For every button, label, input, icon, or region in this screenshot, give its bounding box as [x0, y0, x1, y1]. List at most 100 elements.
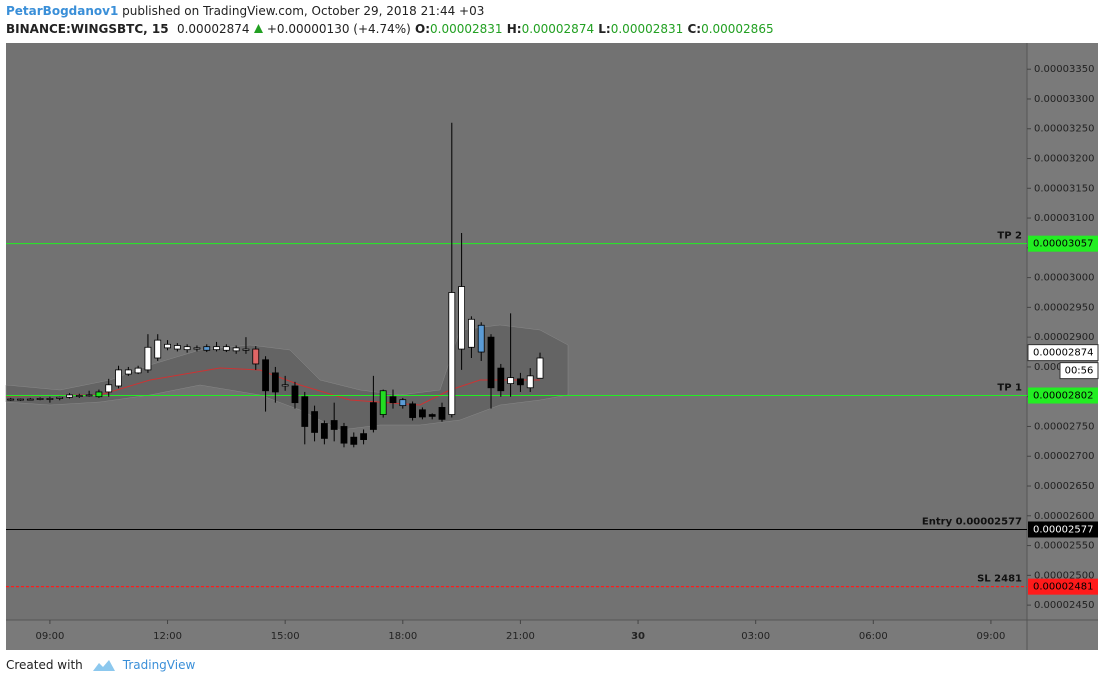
candle-body [232, 347, 240, 352]
y-tick-label: 0.00003350 [1034, 64, 1094, 75]
y-tick-label: 0.00002450 [1034, 600, 1094, 611]
candle-body [36, 398, 44, 400]
candle-body [271, 372, 279, 393]
brand: TradingView [122, 658, 196, 672]
ohlc-label: C: [687, 22, 702, 36]
moving-average [5, 367, 540, 406]
candle-body [487, 336, 495, 389]
up-arrow [253, 24, 263, 33]
candle-body [262, 359, 269, 392]
y-tick-label: 0.00002550 [1034, 541, 1094, 552]
countdown-label: 00:56 [1065, 366, 1094, 377]
candle-body [242, 348, 250, 351]
candle-body [144, 346, 152, 371]
y-tick-label: 0.00002750 [1034, 421, 1094, 432]
candle-body [203, 346, 211, 351]
level-label: SL 2481 [977, 574, 1022, 585]
y-tick-label: 0.00002650 [1034, 481, 1094, 492]
candle-body [477, 324, 485, 353]
candle-body [360, 433, 367, 440]
candle-body [379, 390, 387, 415]
change: +0.00000130 (+4.74%) [266, 22, 411, 36]
candle-body [350, 436, 358, 445]
price-tag-label: 0.00002481 [1033, 582, 1093, 593]
candle-body [252, 348, 260, 365]
y-tick-label: 0.00003300 [1034, 94, 1094, 105]
y-tick-label: 0.00002900 [1034, 332, 1094, 343]
candle-body [213, 346, 220, 351]
candle-body [26, 398, 34, 401]
candle-body [311, 411, 318, 433]
candle-body [409, 403, 416, 418]
x-tick-label: 06:00 [859, 631, 888, 642]
price-tag-label: 0.00002577 [1033, 524, 1093, 535]
ohlc-value: 0.00002874 [521, 22, 595, 36]
candle-body [389, 396, 397, 404]
y-tick-label: 0.00002600 [1034, 511, 1094, 522]
candle-body [418, 409, 426, 418]
candle-body [399, 399, 407, 407]
ohlc-label: O: [415, 22, 430, 36]
candle-body [115, 369, 122, 387]
author: PetarBogdanov1 [6, 4, 119, 18]
candle-body [281, 384, 289, 387]
candle-body [517, 378, 524, 386]
candle-body [95, 391, 103, 398]
candle-body [468, 318, 475, 348]
countdown-tag [1059, 362, 1099, 380]
ohlc: O:0.00002831 H:0.00002874 L:0.00002831 C… [415, 22, 778, 36]
candle-body [507, 377, 515, 385]
created-with: Created with [6, 658, 83, 672]
marks: 0.00002450 0.00002500 0.00002550 0.00002600… [6, 64, 1099, 642]
candle-body [17, 398, 24, 401]
published: published on TradingView.com, October 29… [118, 4, 485, 18]
ohlc-value: 0.00002831 [610, 22, 684, 36]
x-tick-label: 09:00 [977, 631, 1006, 642]
x-tick-label: 12:00 [153, 631, 182, 642]
candle-body [428, 414, 436, 417]
candle-body [46, 398, 54, 400]
logo [92, 660, 115, 671]
candle-body [438, 407, 446, 420]
bollinger-band [5, 324, 569, 431]
x-tick-label: 21:00 [506, 631, 535, 642]
candle-body [458, 286, 466, 350]
candle-body [222, 346, 230, 351]
candle-body [173, 345, 181, 350]
y-tick-label: 0.00002950 [1034, 302, 1094, 313]
candle-body [75, 395, 83, 397]
level-label: TP 2 [997, 231, 1022, 242]
price-tag-label: 0.00003057 [1033, 239, 1093, 250]
candle-body [536, 357, 544, 379]
candle-body [193, 347, 201, 350]
ohlc-label: L: [598, 22, 611, 36]
candle-body [124, 369, 132, 375]
price-tag [1028, 387, 1098, 404]
price-tag [1028, 578, 1098, 595]
time-axis-background [6, 620, 1098, 650]
y-tick-label: 0.00003200 [1034, 154, 1094, 165]
ohlc-value: 0.00002831 [430, 22, 503, 36]
candle-body [56, 396, 64, 399]
candle-body [134, 367, 142, 374]
candle-body [340, 426, 348, 444]
candle-body [448, 292, 456, 415]
x-tick-label: 09:00 [35, 631, 64, 642]
candle-body [105, 384, 113, 393]
ohlc-value: 0.00002865 [701, 22, 774, 36]
x-tick-label: 30 [631, 631, 645, 642]
level-label: TP 1 [997, 383, 1022, 394]
candle-body [154, 339, 162, 359]
price-tag [1028, 521, 1098, 538]
candle-body [183, 346, 191, 351]
y-tick-label: 0.00003000 [1034, 273, 1094, 284]
candle-body [164, 343, 171, 349]
price-tag [1028, 235, 1098, 252]
y-tick-label: 0.00003250 [1034, 124, 1094, 135]
header-line: PetarBogdanov1 published on TradingView.… [6, 4, 484, 18]
candle-body [85, 394, 93, 397]
last-price-tag [1027, 344, 1099, 362]
candle-body [301, 396, 309, 427]
x-tick-label: 18:00 [388, 631, 417, 642]
